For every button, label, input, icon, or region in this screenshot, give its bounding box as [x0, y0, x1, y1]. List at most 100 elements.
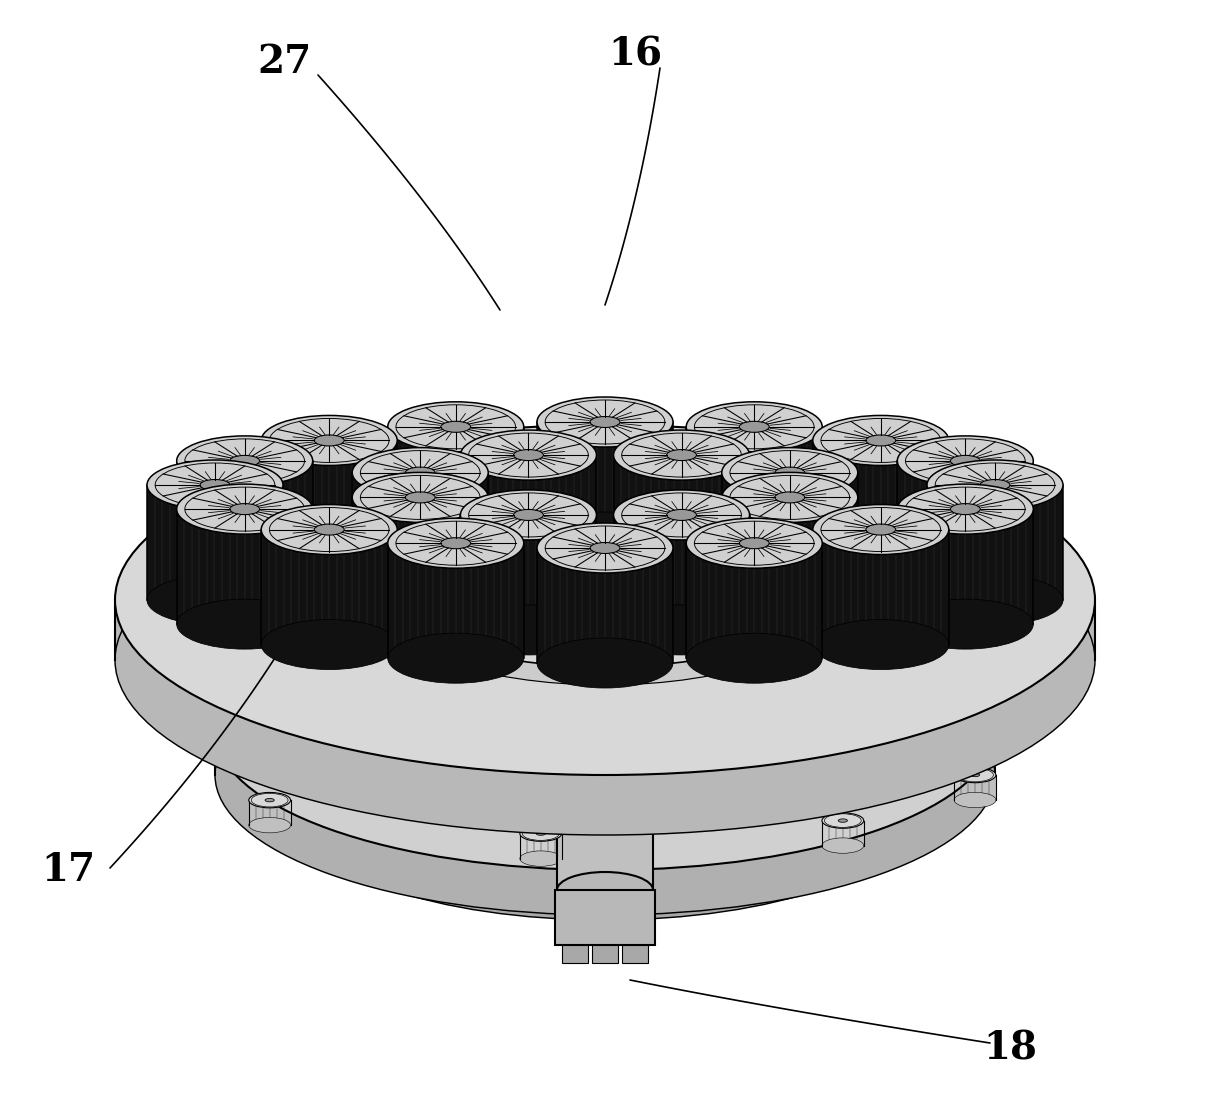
- Ellipse shape: [115, 425, 1095, 775]
- Polygon shape: [248, 800, 291, 825]
- Ellipse shape: [822, 813, 863, 828]
- Bar: [592, 945, 618, 963]
- Ellipse shape: [951, 504, 980, 515]
- Text: 16: 16: [608, 36, 662, 74]
- FancyBboxPatch shape: [557, 547, 693, 643]
- Ellipse shape: [375, 515, 836, 685]
- Ellipse shape: [687, 517, 822, 567]
- Ellipse shape: [722, 563, 857, 613]
- Ellipse shape: [897, 599, 1033, 649]
- Ellipse shape: [722, 587, 857, 637]
- Polygon shape: [722, 473, 857, 587]
- Polygon shape: [388, 543, 523, 658]
- Ellipse shape: [262, 619, 397, 669]
- Polygon shape: [687, 543, 822, 658]
- Ellipse shape: [954, 793, 995, 808]
- Ellipse shape: [513, 450, 544, 461]
- Ellipse shape: [926, 460, 1063, 509]
- Bar: [622, 945, 648, 963]
- Ellipse shape: [813, 415, 948, 465]
- Ellipse shape: [813, 531, 948, 581]
- Polygon shape: [388, 427, 523, 542]
- Ellipse shape: [614, 430, 750, 480]
- Ellipse shape: [813, 505, 948, 555]
- Text: 18: 18: [983, 1029, 1037, 1067]
- Ellipse shape: [265, 748, 274, 751]
- Ellipse shape: [352, 473, 488, 523]
- Ellipse shape: [177, 436, 312, 486]
- Ellipse shape: [460, 605, 597, 655]
- Ellipse shape: [536, 638, 673, 688]
- Ellipse shape: [352, 563, 488, 613]
- Polygon shape: [520, 834, 562, 859]
- Ellipse shape: [666, 450, 696, 461]
- Ellipse shape: [520, 826, 562, 841]
- Ellipse shape: [388, 517, 523, 567]
- Ellipse shape: [866, 435, 896, 446]
- Ellipse shape: [897, 551, 1033, 601]
- Text: 27: 27: [258, 43, 312, 81]
- Ellipse shape: [614, 490, 750, 539]
- Polygon shape: [794, 571, 823, 645]
- Ellipse shape: [520, 708, 562, 724]
- Ellipse shape: [388, 402, 523, 452]
- Ellipse shape: [866, 524, 896, 535]
- Polygon shape: [177, 509, 312, 624]
- Ellipse shape: [216, 635, 995, 915]
- Ellipse shape: [687, 518, 822, 568]
- Polygon shape: [216, 730, 995, 775]
- Ellipse shape: [739, 537, 769, 548]
- Ellipse shape: [520, 851, 562, 866]
- Ellipse shape: [388, 633, 523, 683]
- Ellipse shape: [177, 599, 312, 649]
- Ellipse shape: [822, 722, 863, 737]
- Ellipse shape: [951, 455, 980, 466]
- Polygon shape: [822, 729, 863, 755]
- Polygon shape: [460, 515, 597, 630]
- Ellipse shape: [177, 551, 312, 601]
- Ellipse shape: [147, 460, 283, 509]
- Polygon shape: [248, 750, 291, 775]
- Polygon shape: [687, 427, 822, 542]
- Ellipse shape: [590, 543, 620, 554]
- Ellipse shape: [441, 537, 471, 548]
- Polygon shape: [262, 529, 397, 645]
- Polygon shape: [295, 775, 916, 810]
- Ellipse shape: [375, 497, 836, 667]
- Ellipse shape: [315, 524, 344, 535]
- Ellipse shape: [216, 591, 995, 870]
- Polygon shape: [614, 455, 750, 571]
- Ellipse shape: [520, 734, 562, 749]
- Ellipse shape: [388, 518, 523, 568]
- Polygon shape: [460, 455, 597, 571]
- Polygon shape: [722, 497, 857, 613]
- Ellipse shape: [230, 504, 259, 515]
- Polygon shape: [444, 577, 825, 589]
- Ellipse shape: [813, 619, 948, 669]
- Ellipse shape: [838, 819, 848, 823]
- Polygon shape: [375, 582, 836, 601]
- Ellipse shape: [441, 422, 471, 432]
- Bar: [562, 945, 589, 963]
- Polygon shape: [177, 461, 312, 576]
- Ellipse shape: [248, 817, 291, 832]
- Ellipse shape: [897, 436, 1033, 486]
- Ellipse shape: [822, 747, 863, 763]
- Ellipse shape: [262, 531, 397, 581]
- Ellipse shape: [295, 700, 916, 920]
- Polygon shape: [614, 515, 750, 630]
- Ellipse shape: [536, 523, 673, 573]
- Ellipse shape: [536, 715, 545, 718]
- Ellipse shape: [248, 793, 291, 808]
- Ellipse shape: [295, 665, 916, 885]
- Polygon shape: [520, 716, 562, 741]
- Polygon shape: [147, 485, 283, 601]
- Ellipse shape: [352, 587, 488, 637]
- Polygon shape: [926, 485, 1063, 601]
- Ellipse shape: [248, 767, 291, 783]
- Ellipse shape: [970, 774, 980, 777]
- Ellipse shape: [536, 512, 673, 562]
- Polygon shape: [813, 441, 948, 555]
- Ellipse shape: [406, 492, 435, 503]
- Ellipse shape: [739, 422, 769, 432]
